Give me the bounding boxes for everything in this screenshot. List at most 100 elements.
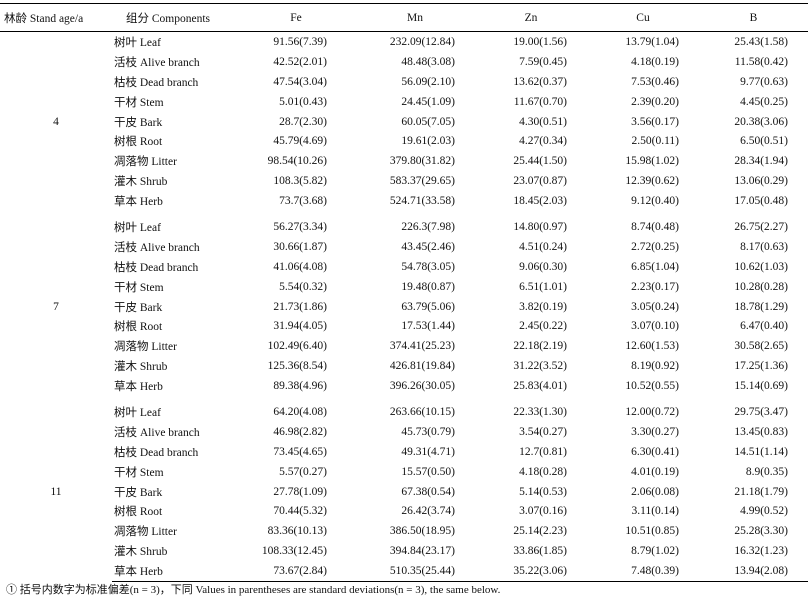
table-row: 7 树叶 Leaf 56.27(3.34) 226.3(7.98) 14.80(0.97… [0,217,808,313]
fe-cell: 41.06(4.08) [273,260,327,273]
cu-cell: 8.19(0.92) [631,360,679,373]
mn-cell: 26.42(3.74) [401,505,455,518]
cu-cell: 2.06(0.08) [631,485,679,498]
mn-cell: 45.73(0.79) [401,425,455,438]
component-cell: 草本 Herb [114,196,163,209]
mn-cell: 67.38(0.54) [401,485,455,498]
component-cell: 草本 Herb [114,381,163,394]
cu-cell: 3.11(0.14) [631,505,679,518]
cu-cell: 12.60(1.53) [625,340,679,353]
fe-cell: 30.66(1.87) [273,240,327,253]
mn-cell: 19.48(0.87) [401,280,455,293]
fe-cell: 28.7(2.30) [279,115,327,128]
table-row: 干材 Stem 5.57(0.27) 15.57(0.50) 4.18(0.28) 4.… [0,462,808,482]
zn-cell: 22.33(1.30) [513,405,567,418]
zn-cell: 33.86(1.85) [513,545,567,558]
table-row: 树根 Root 45.79(4.69) 19.61(2.03) 4.27(0.34) 2… [0,131,808,151]
zn-cell: 6.51(1.01) [519,280,567,293]
b-cell: 21.18(1.79) [734,485,788,498]
table-row: 干皮 Bark 27.78(1.09) 67.38(0.54) 5.14(0.53) 2… [0,482,808,502]
mn-cell: 54.78(3.05) [401,260,455,273]
fe-cell: 64.20(4.08) [273,405,327,418]
table-body: 4 树叶 Leaf 91.56(7.39) 232.09(12.84) 19.00(1.… [0,32,808,583]
zn-cell: 3.54(0.27) [519,425,567,438]
fe-cell: 5.57(0.27) [279,465,327,478]
mn-cell: 374.41(25.23) [389,340,455,353]
cu-cell: 8.74(0.48) [631,220,679,233]
table-row: 草本 Herb 73.67(2.84) 510.35(25.44) 35.22(3.0… [0,561,808,583]
b-cell: 8.9(0.35) [745,465,788,478]
component-cell: 干材 Stem [114,466,164,479]
fe-cell: 70.44(5.32) [273,505,327,518]
header-mn: Mn [355,3,475,32]
cu-cell: 8.79(1.02) [631,545,679,558]
table-row: 枯枝 Dead branch 47.54(3.04) 56.09(2.10) 13.6… [0,72,808,92]
b-cell: 14.51(1.14) [734,445,788,458]
mn-cell: 396.26(30.05) [389,380,455,393]
table-row: 灌木 Shrub 108.3(5.82) 583.37(29.65) 23.07(0.… [0,171,808,191]
b-cell: 13.45(0.83) [734,425,788,438]
component-cell: 灌木 Shrub [114,176,168,189]
component-cell: 灌木 Shrub [114,546,168,559]
component-cell: 枯枝 Dead branch [114,446,199,459]
component-cell: 干材 Stem [114,281,164,294]
component-cell: 灌木 Shrub [114,361,168,374]
component-cell: 草本 Herb [112,561,237,583]
zn-cell: 4.27(0.34) [519,135,567,148]
cu-cell: 4.01(0.19) [631,465,679,478]
fe-cell: 108.33(12.45) [261,545,327,558]
fe-cell: 89.38(4.96) [273,380,327,393]
cu-cell: 3.56(0.17) [631,115,679,128]
b-cell: 17.25(1.36) [734,360,788,373]
b-cell: 25.28(3.30) [734,525,788,538]
cu-cell: 13.79(1.04) [625,35,679,48]
cu-cell: 4.18(0.19) [631,55,679,68]
table-row: 灌木 Shrub 125.36(8.54) 426.81(19.84) 31.22(3… [0,356,808,376]
mn-cell: 60.05(7.05) [401,115,455,128]
component-cell: 枯枝 Dead branch [114,76,199,89]
zn-cell: 5.14(0.53) [519,485,567,498]
zn-cell: 35.22(3.06) [475,561,587,583]
component-cell: 枯枝 Dead branch [114,261,199,274]
zn-cell: 7.59(0.45) [519,55,567,68]
zn-cell: 25.14(2.23) [513,525,567,538]
zn-cell: 19.00(1.56) [513,35,567,48]
b-cell: 25.43(1.58) [734,35,788,48]
fe-cell: 102.49(6.40) [267,340,327,353]
component-cell: 干皮 Bark [114,486,163,499]
mn-cell: 394.84(23.17) [389,545,455,558]
table-row: 凋落物 Litter 98.54(10.26) 379.80(31.82) 25.44… [0,151,808,171]
b-cell: 13.94(2.08) [699,561,808,583]
header-components: 组分 Components [112,3,237,32]
zn-cell: 14.80(0.97) [513,220,567,233]
table-row: 灌木 Shrub 108.33(12.45) 394.84(23.17) 33.86(… [0,541,808,561]
mn-cell: 379.80(31.82) [389,155,455,168]
b-cell: 26.75(2.27) [734,220,788,233]
zn-cell: 13.62(0.37) [513,75,567,88]
mn-cell: 583.37(29.65) [389,175,455,188]
b-cell: 4.45(0.25) [740,95,788,108]
header-b: B [699,3,808,32]
table-row: 凋落物 Litter 83.36(10.13) 386.50(18.95) 25.14… [0,521,808,541]
fe-cell: 108.3(5.82) [273,175,327,188]
header-zn: Zn [475,3,587,32]
zn-cell: 31.22(3.52) [513,360,567,373]
zn-cell: 23.07(0.87) [513,175,567,188]
mn-cell: 226.3(7.98) [401,220,455,233]
mn-cell: 17.53(1.44) [401,320,455,333]
fe-cell: 83.36(10.13) [267,525,327,538]
cu-cell: 9.12(0.40) [631,195,679,208]
table-row: 活枝 Alive branch 30.66(1.87) 43.45(2.46) 4.5… [0,237,808,257]
zn-cell: 12.7(0.81) [519,445,567,458]
b-cell: 8.17(0.63) [740,240,788,253]
b-cell: 30.58(2.65) [734,340,788,353]
mn-cell: 19.61(2.03) [401,135,455,148]
component-cell: 凋落物 Litter [114,341,177,354]
table-row: 枯枝 Dead branch 73.45(4.65) 49.31(4.71) 12.7… [0,442,808,462]
header-cu: Cu [587,3,699,32]
table-row: 干材 Stem 5.54(0.32) 19.48(0.87) 6.51(1.01) 2.… [0,277,808,297]
zn-cell: 9.06(0.30) [519,260,567,273]
component-cell: 干皮 Bark [114,301,163,314]
table-row: 干材 Stem 5.01(0.43) 24.45(1.09) 11.67(0.70) 2… [0,92,808,112]
mn-cell: 510.35(25.44) [355,561,475,583]
